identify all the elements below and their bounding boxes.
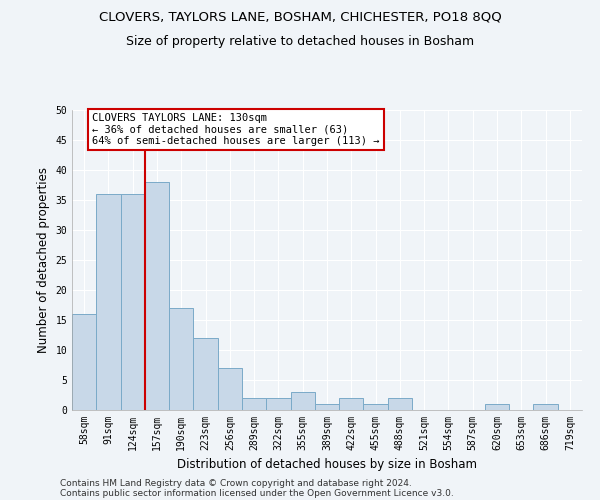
Bar <box>169 308 193 410</box>
Bar <box>218 368 242 410</box>
Bar <box>290 392 315 410</box>
Bar <box>96 194 121 410</box>
Bar <box>145 182 169 410</box>
Text: Contains HM Land Registry data © Crown copyright and database right 2024.: Contains HM Land Registry data © Crown c… <box>60 478 412 488</box>
Text: CLOVERS TAYLORS LANE: 130sqm
← 36% of detached houses are smaller (63)
64% of se: CLOVERS TAYLORS LANE: 130sqm ← 36% of de… <box>92 113 380 146</box>
Bar <box>266 398 290 410</box>
Bar <box>242 398 266 410</box>
Bar <box>388 398 412 410</box>
Bar <box>364 404 388 410</box>
Bar <box>72 314 96 410</box>
Text: Contains public sector information licensed under the Open Government Licence v3: Contains public sector information licen… <box>60 488 454 498</box>
X-axis label: Distribution of detached houses by size in Bosham: Distribution of detached houses by size … <box>177 458 477 471</box>
Bar <box>339 398 364 410</box>
Bar <box>485 404 509 410</box>
Text: CLOVERS, TAYLORS LANE, BOSHAM, CHICHESTER, PO18 8QQ: CLOVERS, TAYLORS LANE, BOSHAM, CHICHESTE… <box>98 10 502 23</box>
Bar <box>193 338 218 410</box>
Bar <box>533 404 558 410</box>
Bar <box>315 404 339 410</box>
Bar <box>121 194 145 410</box>
Y-axis label: Number of detached properties: Number of detached properties <box>37 167 50 353</box>
Text: Size of property relative to detached houses in Bosham: Size of property relative to detached ho… <box>126 35 474 48</box>
